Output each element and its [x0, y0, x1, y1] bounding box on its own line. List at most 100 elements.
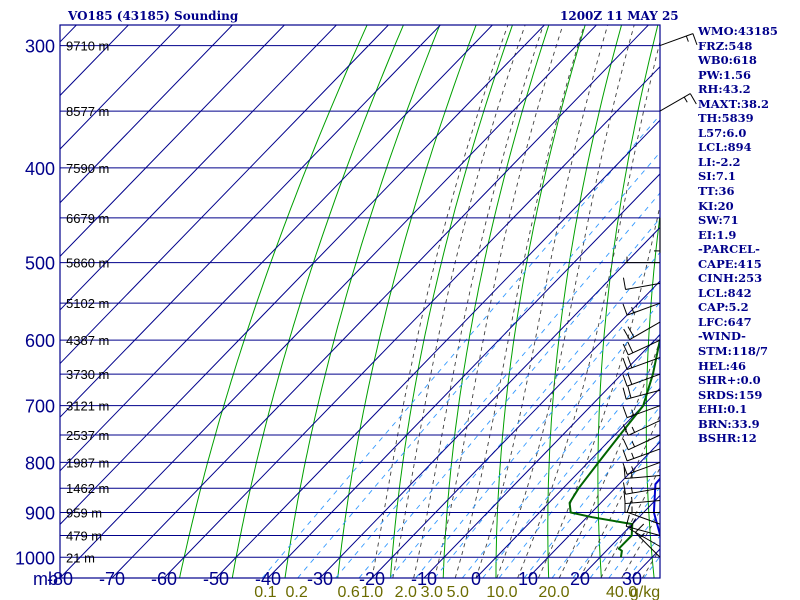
height-label: 21 m — [66, 550, 95, 565]
stat-item: WMO:43185 — [698, 24, 778, 38]
wind-barb — [622, 482, 661, 495]
moist-adiabat — [517, 40, 660, 578]
isotherm — [60, 25, 130, 97]
height-label: 5102 m — [66, 296, 109, 311]
stat-item: CINH:253 — [698, 271, 763, 286]
stat-item: KI:20 — [698, 198, 734, 213]
stat-item: HEL:46 — [698, 358, 746, 373]
stat-item: -PARCEL- — [698, 242, 760, 257]
temperature-tick-label: 20 — [570, 569, 590, 589]
sounding-title: VO185 (43185) Sounding — [68, 9, 239, 23]
isotherm — [371, 280, 660, 578]
pressure-tick-label: 700 — [25, 397, 55, 417]
stat-item: BRN:33.9 — [698, 416, 760, 431]
stat-item: EHI:0.1 — [698, 402, 748, 417]
dry-adiabat — [231, 25, 404, 578]
temperature-tick-label: -30 — [307, 569, 333, 589]
stat-item: TT:36 — [698, 184, 735, 199]
moist-adiabat — [537, 203, 660, 578]
isotherm — [60, 25, 442, 418]
isotherm — [215, 119, 660, 578]
stat-item: CAPE:415 — [698, 256, 762, 271]
wind-barbs — [622, 33, 698, 558]
dry-adiabat — [597, 25, 659, 578]
moist-adiabat — [496, 25, 635, 578]
mixing-ratio-label: 10.0 — [486, 584, 517, 600]
mixing-ratio-label: 3.0 — [421, 584, 443, 600]
height-label: 8577 m — [66, 104, 109, 119]
valid-time: 1200Z 11 MAY 25 — [560, 9, 679, 23]
moist-adiabat — [392, 25, 526, 578]
temperature-tick-label: 30 — [622, 569, 642, 589]
wind-barb — [622, 372, 661, 387]
stat-item: LI:-2.2 — [698, 154, 741, 169]
isotherm — [60, 25, 598, 578]
temperature-tick-label: -10 — [411, 569, 437, 589]
height-label: 3121 m — [66, 399, 109, 414]
stat-item: SW:71 — [698, 213, 739, 228]
isotherm — [267, 173, 660, 578]
stat-item: -WIND- — [698, 329, 746, 344]
isotherm — [60, 25, 338, 311]
plot-frame — [59, 24, 661, 579]
stat-item: STM:118/7 — [698, 344, 769, 359]
isotherm — [60, 25, 234, 204]
wind-barb — [654, 217, 661, 253]
mixing-ratio-label: 2.0 — [395, 584, 417, 600]
mixing-ratio-label: 5.0 — [447, 584, 469, 600]
temperature-tick-label: -40 — [255, 569, 281, 589]
wind-barb — [622, 386, 661, 400]
isotherm — [111, 25, 650, 578]
isotherm — [60, 25, 390, 365]
dry-adiabat — [337, 25, 477, 578]
stat-item: CAP:5.2 — [698, 300, 749, 315]
stat-item: TH:5839 — [698, 111, 754, 126]
stat-item: MAXT:38.2 — [698, 96, 769, 111]
wind-barb — [634, 523, 661, 558]
stat-item: PW:1.56 — [698, 67, 752, 82]
pressure-tick-label: 300 — [25, 37, 55, 57]
stat-item: SHR+:0.0 — [698, 373, 761, 388]
wind-barb — [625, 514, 661, 536]
isotherm — [163, 65, 660, 578]
isotherm — [423, 333, 660, 578]
wind-barb — [625, 256, 660, 264]
parcel-profile — [652, 477, 660, 538]
plot-area — [60, 0, 800, 578]
isotherm — [60, 25, 546, 526]
stat-item: FRZ:548 — [698, 38, 753, 53]
isotherm — [319, 226, 660, 578]
pressure-tick-label: 800 — [25, 453, 55, 473]
moist-adiabat — [413, 25, 544, 578]
stat-item: LCL:842 — [698, 285, 752, 300]
wind-barb — [622, 339, 661, 356]
height-label: 9710 m — [66, 39, 109, 54]
mixing-ratio-label: 20.0 — [538, 584, 569, 600]
stat-item: LCL:894 — [698, 140, 752, 155]
isotherm — [60, 25, 494, 472]
wind-barb — [659, 33, 698, 47]
dry-adiabat — [783, 0, 800, 578]
moist-adiabat — [558, 339, 660, 578]
stat-item: BSHR:12 — [698, 431, 757, 446]
height-label: 5860 m — [66, 256, 109, 271]
wind-barb — [622, 356, 661, 370]
moist-adiabat — [371, 25, 509, 578]
pressure-tick-label: 500 — [25, 254, 55, 274]
wind-barb — [659, 93, 697, 112]
pressure-unit-label: mb — [33, 569, 58, 589]
indices-panel: WMO:43185 FRZ:548 WB0:618 PW:1.56 RH:43.2 MAX… — [698, 24, 778, 446]
wind-barb — [622, 302, 661, 316]
temperature-tick-label: -20 — [359, 569, 385, 589]
stat-item: SRDS:159 — [698, 387, 763, 402]
pressure-tick-label: 600 — [25, 331, 55, 351]
stat-item: L57:6.0 — [698, 125, 747, 140]
temperature-tick-label: 0 — [471, 569, 481, 589]
moist-adiabat — [475, 25, 609, 578]
temperature-tick-label: -80 — [47, 569, 73, 589]
height-label: 4387 m — [66, 333, 109, 348]
moist-adiabat — [433, 25, 564, 578]
temperature-tick-label: -70 — [99, 569, 125, 589]
pressure-tick-label: 1000 — [15, 548, 55, 568]
